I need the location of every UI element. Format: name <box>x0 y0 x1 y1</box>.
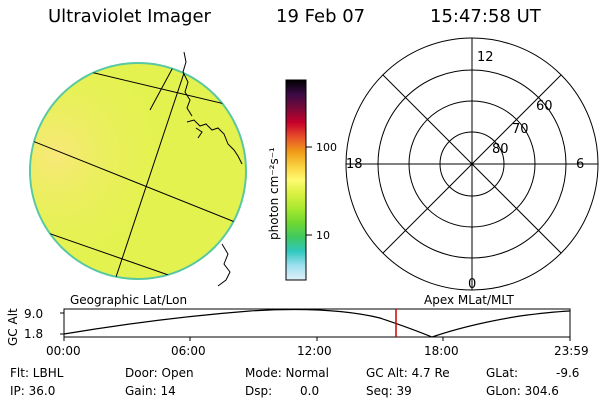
date-label: 19 Feb 07 <box>276 6 366 27</box>
altitude-xtick-0600: 06:00 <box>171 344 206 358</box>
colorbar-label: photon cm⁻²s⁻¹ <box>267 147 281 240</box>
altitude-ylabel: GC Alt <box>6 308 20 346</box>
uv-image <box>29 51 247 287</box>
seq-field: Seq: 39 <box>366 384 412 398</box>
mlt-label-12: 12 <box>477 50 494 65</box>
gc-alt-field: GC Alt: 4.7 Re <box>366 366 450 380</box>
colorbar-tick-100: 100 <box>316 141 337 154</box>
altitude-xtick-2359: 23:59 <box>554 344 589 358</box>
altitude-plot: Geographic Lat/Lon Apex MLat/MLT 9.0 1.8… <box>6 293 589 358</box>
coastline <box>182 51 243 287</box>
mlt-label-0: 0 <box>468 277 476 292</box>
altitude-ytick-high: 9.0 <box>24 307 43 321</box>
polar-labels: 12 6 0 18 60 70 80 <box>346 50 584 292</box>
door-field: Door: Open <box>125 366 194 380</box>
mlt-label-6: 6 <box>576 157 584 172</box>
altitude-xtick-1800: 18:00 <box>424 344 459 358</box>
filter-field: Flt: LBHL <box>10 366 64 380</box>
altitude-plot-right-title: Apex MLat/MLT <box>424 293 514 307</box>
glat-field: GLat: <box>486 366 519 380</box>
altitude-xtick-1200: 12:00 <box>297 344 332 358</box>
lat-label-60: 60 <box>536 99 553 114</box>
grid-line <box>30 224 241 279</box>
lat-label-70: 70 <box>512 122 529 137</box>
colorbar-bar <box>285 79 307 281</box>
time-label: 15:47:58 UT <box>430 6 541 27</box>
instrument-title: Ultraviolet Imager <box>48 6 211 27</box>
lat-label-80: 80 <box>492 142 509 157</box>
gain-field: Gain: 14 <box>125 384 176 398</box>
mlt-label-18: 18 <box>346 157 363 172</box>
dsp-field: Dsp: <box>245 384 273 398</box>
grid-line <box>149 63 186 111</box>
dsp-value: 0.0 <box>300 384 320 398</box>
grid-line <box>30 137 246 229</box>
altitude-xtick-0000: 00:00 <box>46 344 81 358</box>
altitude-curve <box>63 308 571 338</box>
uv-disk-warm-region <box>31 64 245 278</box>
colorbar: 100 10 photon cm⁻²s⁻¹ <box>267 79 337 281</box>
mode-field: Mode: Normal <box>245 366 329 380</box>
colorbar-tick-10: 10 <box>316 229 330 242</box>
altitude-plot-left-title: Geographic Lat/Lon <box>70 293 187 307</box>
glat-value: -9.6 <box>556 366 580 380</box>
altitude-ytick-low: 1.8 <box>24 327 43 341</box>
grid-line <box>109 63 196 279</box>
polar-plot <box>345 37 599 291</box>
altitude-xtick-marks <box>63 337 571 341</box>
glon-field: GLon: 304.6 <box>486 384 559 398</box>
ip-field: IP: 36.0 <box>10 384 56 398</box>
polar-diagonal <box>382 74 562 254</box>
